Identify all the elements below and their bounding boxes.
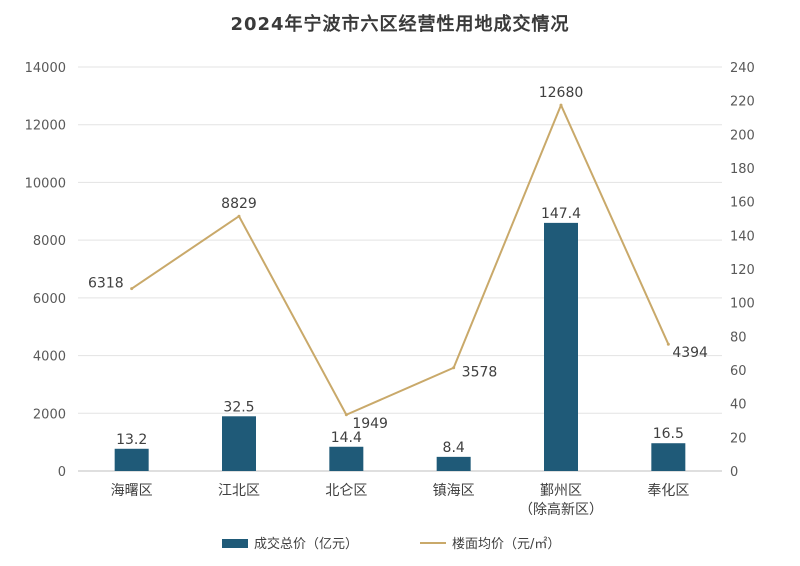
left-tick-label: 6000 [33, 292, 66, 307]
bar-value-label: 32.5 [223, 399, 254, 415]
right-tick-label: 80 [730, 330, 747, 345]
left-tick-label: 2000 [33, 407, 66, 422]
line-point [666, 342, 670, 346]
right-tick-label: 240 [730, 61, 755, 76]
bar [114, 448, 149, 471]
left-tick-label: 4000 [33, 350, 66, 365]
category-label: 江北区 [218, 483, 260, 499]
line-value-label: 4394 [672, 345, 708, 361]
right-tick-label: 40 [730, 398, 747, 413]
right-tick-label: 200 [730, 128, 755, 143]
line-point [559, 103, 563, 107]
price-line [131, 104, 670, 416]
right-axis: 0 20 40 60 80 100 120 140 160 180 200 220 240 [730, 61, 755, 480]
category-label: 奉化区 [647, 483, 689, 499]
category-label: （除高新区） [519, 501, 603, 518]
line-point [237, 214, 241, 218]
category-labels: 海曙区 江北区 北仑区 镇海区 鄞州区 （除高新区） 奉化区 [111, 483, 690, 518]
legend-label-line: 楼面均价（元/㎡） [452, 537, 560, 552]
right-tick-label: 220 [730, 95, 755, 110]
left-tick-label: 0 [58, 465, 66, 480]
right-tick-label: 180 [730, 162, 755, 177]
legend: 成交总价（亿元） 楼面均价（元/㎡） [222, 536, 560, 552]
left-tick-label: 8000 [33, 234, 66, 249]
legend-label-bar: 成交总价（亿元） [254, 536, 358, 552]
left-tick-label: 10000 [25, 176, 66, 191]
right-tick-label: 60 [730, 364, 747, 379]
line-value-label: 3578 [462, 365, 498, 381]
left-axis: 0 2000 4000 6000 8000 10000 12000 14000 [25, 61, 66, 480]
gridlines [78, 66, 722, 472]
category-label: 鄞州区 [540, 483, 582, 499]
category-label: 海曙区 [111, 483, 153, 499]
right-tick-label: 0 [730, 465, 738, 480]
bar-value-label: 147.4 [541, 206, 581, 222]
line-series: 6318 8829 1949 3578 12680 4394 [88, 85, 708, 432]
line-value-label: 12680 [539, 85, 584, 101]
legend-swatch-bar [222, 539, 248, 548]
right-tick-label: 160 [730, 196, 755, 211]
line-value-label: 8829 [221, 196, 257, 212]
bar-value-label: 14.4 [331, 430, 362, 446]
right-tick-label: 140 [730, 229, 755, 244]
right-tick-label: 20 [730, 431, 747, 446]
bar-series: 13.2 32.5 14.4 8.4 147.4 16.5 [114, 206, 686, 471]
line-point [130, 287, 134, 291]
line-point [344, 413, 348, 417]
bar [329, 446, 364, 471]
bar [544, 222, 578, 471]
right-tick-label: 100 [730, 297, 755, 312]
bar [436, 456, 471, 471]
line-point [452, 366, 456, 370]
line-value-label: 1949 [352, 416, 388, 432]
bar [651, 443, 686, 471]
bar-value-label: 8.4 [443, 440, 465, 456]
bar [222, 416, 256, 471]
right-tick-label: 120 [730, 263, 755, 278]
chart-title: 2024年宁波市六区经营性用地成交情况 [230, 13, 569, 35]
line-value-label: 6318 [88, 276, 124, 292]
left-tick-label: 14000 [25, 61, 66, 76]
bar-value-label: 13.2 [116, 432, 147, 448]
category-label: 镇海区 [433, 483, 475, 499]
category-label: 北仑区 [325, 483, 367, 499]
left-tick-label: 12000 [25, 119, 66, 134]
bar-value-label: 16.5 [653, 426, 684, 442]
